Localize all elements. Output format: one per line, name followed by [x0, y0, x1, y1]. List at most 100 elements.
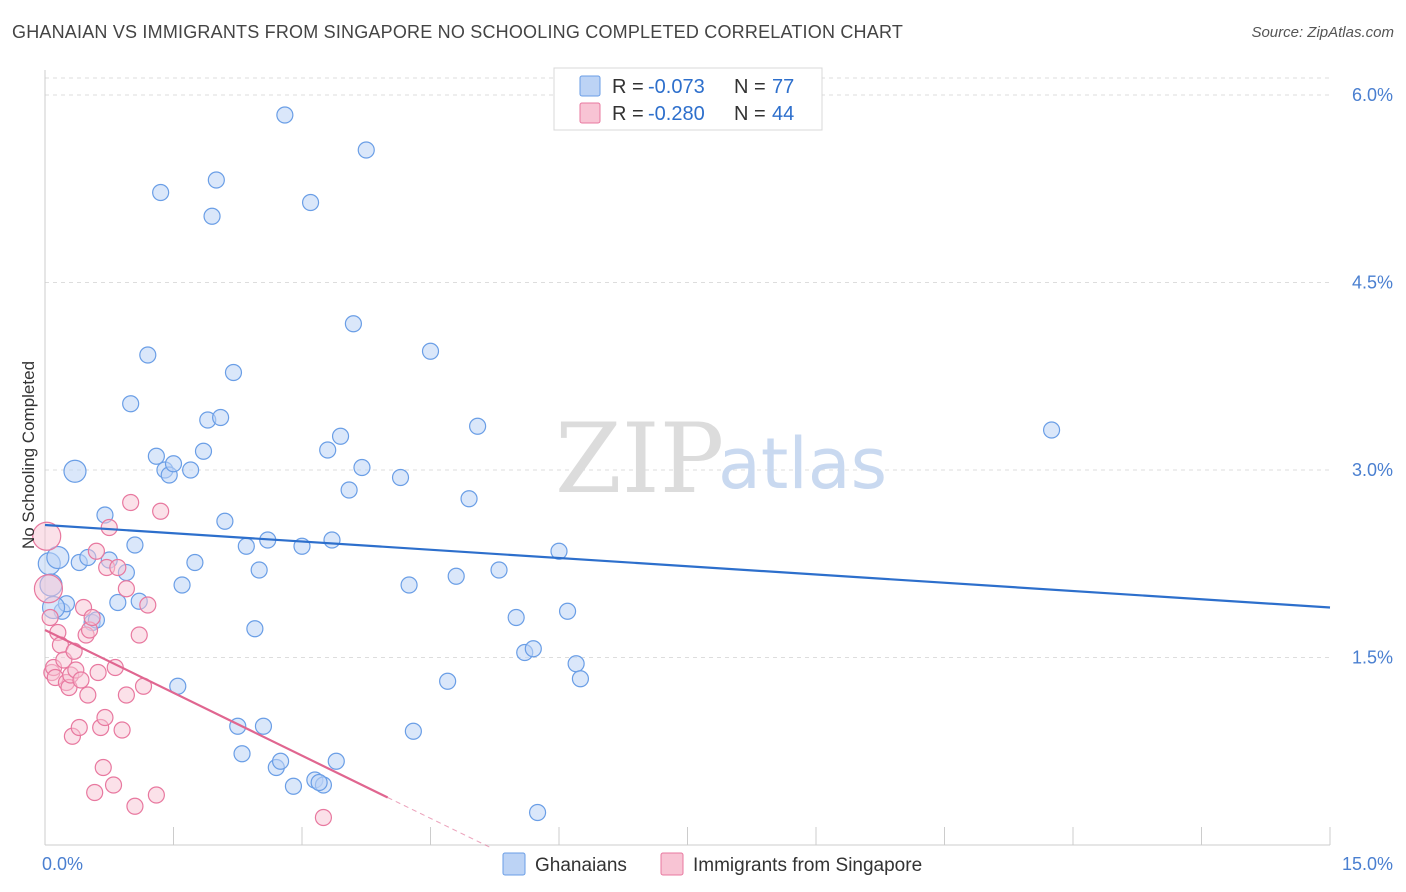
singapore-point-30 — [104, 776, 123, 794]
ghanaians-point-50 — [327, 752, 345, 770]
ghanaians-point-18 — [152, 183, 170, 202]
legend-swatch-pink — [579, 102, 601, 124]
ghanaians-point-23 — [173, 576, 191, 594]
singapore-points — [32, 493, 333, 827]
ghanaians-point-11 — [109, 593, 127, 612]
legend-n-label-1: N = — [734, 76, 766, 98]
ghanaians-point-65 — [507, 608, 525, 627]
singapore-point-13 — [65, 642, 83, 660]
ghanaians-point-16 — [139, 346, 157, 364]
ghanaians-point-42 — [276, 106, 294, 124]
axes — [44, 70, 1331, 846]
y-axis-label: No Schooling Completed — [19, 361, 38, 549]
ghanaians-point-63 — [469, 417, 487, 435]
ghanaians-trend-line — [44, 523, 1331, 609]
singapore-point-1 — [33, 574, 64, 604]
y-tick-label-3: 6.0% — [1352, 85, 1393, 105]
ghanaians-point-13 — [122, 395, 140, 413]
ghanaians-point-51 — [331, 427, 350, 445]
ghanaians-point-64 — [490, 561, 508, 579]
ghanaians-point-48 — [319, 441, 337, 459]
legend-r-value-1: -0.073 — [648, 76, 705, 98]
watermark-zip: ZIP — [555, 403, 724, 515]
singapore-trend-extension — [387, 797, 491, 848]
singapore-point-43 — [117, 580, 135, 598]
ghanaians-point-69 — [550, 542, 568, 560]
ghanaians-point-68 — [528, 803, 547, 822]
legend-item-ghanaians-swatch — [502, 852, 526, 876]
singapore-point-15 — [70, 718, 88, 737]
legend-r-label-2: R = — [612, 103, 644, 125]
ghanaians-point-72 — [571, 670, 590, 688]
singapore-trend-line — [44, 629, 389, 799]
singapore-point-26 — [94, 758, 112, 777]
singapore-point-27 — [96, 708, 114, 727]
ghanaians-point-21 — [164, 455, 183, 473]
singapore-point-41 — [152, 502, 170, 520]
singapore-point-35 — [122, 493, 140, 512]
singapore-point-16 — [72, 671, 90, 689]
series-legend: Ghanaians Immigrants from Singapore — [502, 852, 922, 876]
y-tick-label-0: 1.5% — [1352, 648, 1393, 668]
ghanaians-point-73 — [1042, 421, 1061, 439]
singapore-point-42 — [314, 808, 333, 827]
source-label: Source: ZipAtlas.com — [1251, 24, 1394, 41]
ghanaians-point-55 — [357, 141, 375, 159]
ghanaians-point-43 — [284, 777, 303, 795]
ghanaians-point-32 — [224, 363, 243, 382]
singapore-point-0 — [32, 521, 62, 551]
x-tick-label-1: 15.0% — [1342, 854, 1393, 874]
ghanaians-point-35 — [237, 537, 255, 555]
ghanaians-point-38 — [254, 717, 273, 735]
ghanaians-point-52 — [340, 481, 358, 499]
singapore-point-32 — [109, 558, 127, 577]
ghanaians-point-71 — [567, 655, 585, 673]
correlation-legend: R = -0.073 N = 77 R = -0.280 N = 44 — [553, 67, 823, 131]
x-tick-labels: 0.0% 15.0% — [42, 854, 1393, 874]
legend-item-singapore: Immigrants from Singapore — [693, 855, 922, 876]
ghanaians-point-24 — [182, 461, 200, 479]
ghanaians-point-61 — [447, 567, 465, 585]
ghanaians-point-53 — [344, 315, 362, 333]
legend-n-label-2: N = — [734, 103, 766, 125]
watermark-atlas: atlas — [718, 423, 887, 505]
ghanaians-point-59 — [421, 342, 440, 360]
ghanaians-point-76 — [310, 773, 328, 792]
legend-item-ghanaians: Ghanaians — [535, 855, 627, 876]
legend-r-label-1: R = — [612, 76, 644, 98]
singapore-point-23 — [87, 542, 106, 560]
ghanaians-point-62 — [460, 490, 478, 508]
watermark: ZIP atlas — [555, 403, 887, 515]
singapore-point-24 — [89, 663, 107, 682]
legend-item-singapore-swatch — [660, 852, 684, 876]
ghanaians-point-25 — [186, 553, 204, 572]
ghanaians-point-49 — [323, 531, 341, 549]
y-tick-label-2: 4.5% — [1352, 273, 1393, 293]
ghanaians-point-26 — [194, 442, 213, 460]
singapore-point-34 — [117, 686, 135, 704]
y-tick-labels: 1.5% 3.0% 4.5% 6.0% — [1352, 85, 1393, 668]
ghanaians-point-45 — [301, 193, 320, 212]
ghanaians-point-4 — [63, 459, 87, 483]
ghanaians-points — [37, 106, 1061, 822]
legend-swatch-blue — [579, 75, 601, 97]
ghanaians-point-67 — [524, 640, 542, 658]
ghanaians-point-36 — [246, 620, 264, 638]
singapore-point-33 — [113, 721, 131, 739]
ghanaians-point-37 — [250, 561, 268, 579]
singapore-point-22 — [86, 783, 104, 802]
ghanaians-point-56 — [391, 468, 410, 487]
ghanaians-point-14 — [126, 536, 144, 554]
legend-n-value-1: 77 — [772, 76, 794, 98]
ghanaians-point-57 — [400, 576, 418, 594]
legend-r-value-2: -0.280 — [648, 103, 705, 125]
singapore-point-21 — [83, 608, 101, 627]
singapore-point-40 — [147, 786, 165, 804]
ghanaians-point-41 — [271, 752, 290, 770]
singapore-point-36 — [126, 797, 144, 815]
singapore-point-29 — [100, 518, 118, 537]
y-tick-label-1: 3.0% — [1352, 460, 1393, 480]
ghanaians-point-58 — [404, 722, 422, 740]
ghanaians-point-75 — [46, 545, 70, 570]
